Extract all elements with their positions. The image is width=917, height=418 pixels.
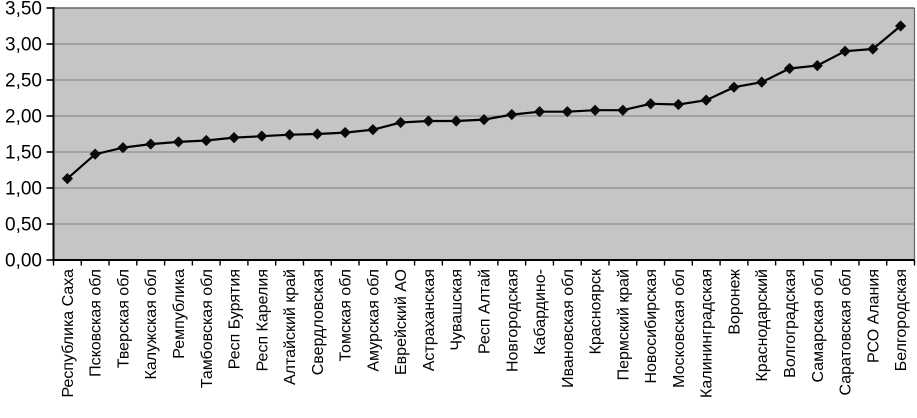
data-point-marker [617, 104, 629, 116]
x-axis-label: Калининградская [699, 269, 716, 398]
x-axis-label: Чувашская [449, 269, 466, 351]
data-point-marker [256, 130, 268, 142]
x-axis-label: Красноярск [588, 268, 605, 354]
x-axis-label: Краснодарский [754, 269, 771, 382]
x-axis-label: РСО Алания [865, 269, 882, 363]
data-point-marker [89, 148, 101, 160]
data-point-marker [506, 108, 518, 121]
x-axis-label: Волгоградская [782, 269, 799, 378]
y-axis-label: 2,00 [5, 107, 42, 128]
data-point-marker [228, 131, 240, 144]
y-axis-label: 3,50 [5, 0, 42, 20]
x-axis-label: Белгородская [893, 269, 910, 371]
data-point-marker [117, 142, 129, 154]
data-point-marker [811, 59, 823, 72]
y-axis-label: 1,00 [5, 179, 42, 200]
x-axis-label: Самарская обл [810, 269, 827, 382]
data-point-marker [895, 20, 907, 32]
x-axis-label: Ремпублика [171, 269, 188, 359]
x-axis-label: Саратовская обл [838, 269, 855, 395]
data-point-marker [283, 129, 296, 141]
plot-area [53, 8, 915, 260]
y-axis-label: 3,00 [5, 35, 42, 56]
data-point-marker [728, 81, 740, 93]
x-axis-label: Новгородская [504, 269, 521, 372]
x-axis-label: Воронеж [726, 269, 743, 335]
data-point-marker [339, 126, 351, 139]
data-point-marker [783, 62, 796, 75]
y-axis-label: 1,50 [5, 143, 42, 164]
x-axis-label: Тамбовская обл [199, 269, 216, 388]
x-axis-label: Московская обл [671, 269, 688, 388]
x-axis-label: Республика Саха [60, 269, 77, 398]
data-point-marker [478, 113, 490, 126]
data-point-marker [700, 94, 712, 106]
data-point-marker [422, 115, 435, 127]
x-axis-label: Астраханская [421, 269, 438, 371]
x-axis-label: Калужская обл [143, 269, 160, 379]
x-axis-label: Кабардино- [532, 269, 549, 355]
x-axis-label: Псковская обл [88, 269, 105, 377]
data-point-marker [61, 173, 73, 185]
data-point-marker [200, 134, 212, 147]
x-axis-label: Респ Бурятия [227, 269, 244, 369]
y-axis-label: 2,50 [5, 71, 42, 92]
data-point-marker [395, 116, 407, 129]
x-axis-label: Алтайский край [282, 269, 299, 385]
data-point-marker [450, 115, 462, 127]
x-axis-label: Респ Алтай [477, 269, 494, 354]
data-point-marker [311, 128, 323, 140]
x-axis-label: Амурская обл [365, 269, 382, 372]
x-axis-label: Пермский край [615, 269, 632, 380]
x-axis-label: Респ Карелия [254, 269, 271, 371]
data-point-marker [756, 76, 768, 88]
x-axis-label: Свердловская [310, 269, 327, 375]
x-axis-label: Еврейский АО [393, 269, 410, 375]
data-point-marker [839, 45, 851, 57]
data-point-marker [145, 138, 157, 150]
y-axis-label: 0,50 [5, 215, 42, 236]
data-point-marker [172, 136, 185, 148]
y-axis-label: 0,00 [5, 251, 42, 272]
x-axis-label: Томская обл [338, 269, 355, 361]
data-point-marker [867, 43, 879, 55]
data-point-marker [589, 104, 601, 116]
data-point-marker [533, 106, 546, 118]
x-axis-label: Тверская обл [115, 269, 132, 368]
x-axis-label: Ивановская обл [560, 269, 577, 388]
data-point-marker [561, 106, 573, 118]
data-point-marker [672, 98, 685, 111]
data-point-marker [645, 98, 657, 110]
x-axis-label: Новосибирская [643, 269, 660, 384]
data-point-marker [367, 124, 379, 136]
